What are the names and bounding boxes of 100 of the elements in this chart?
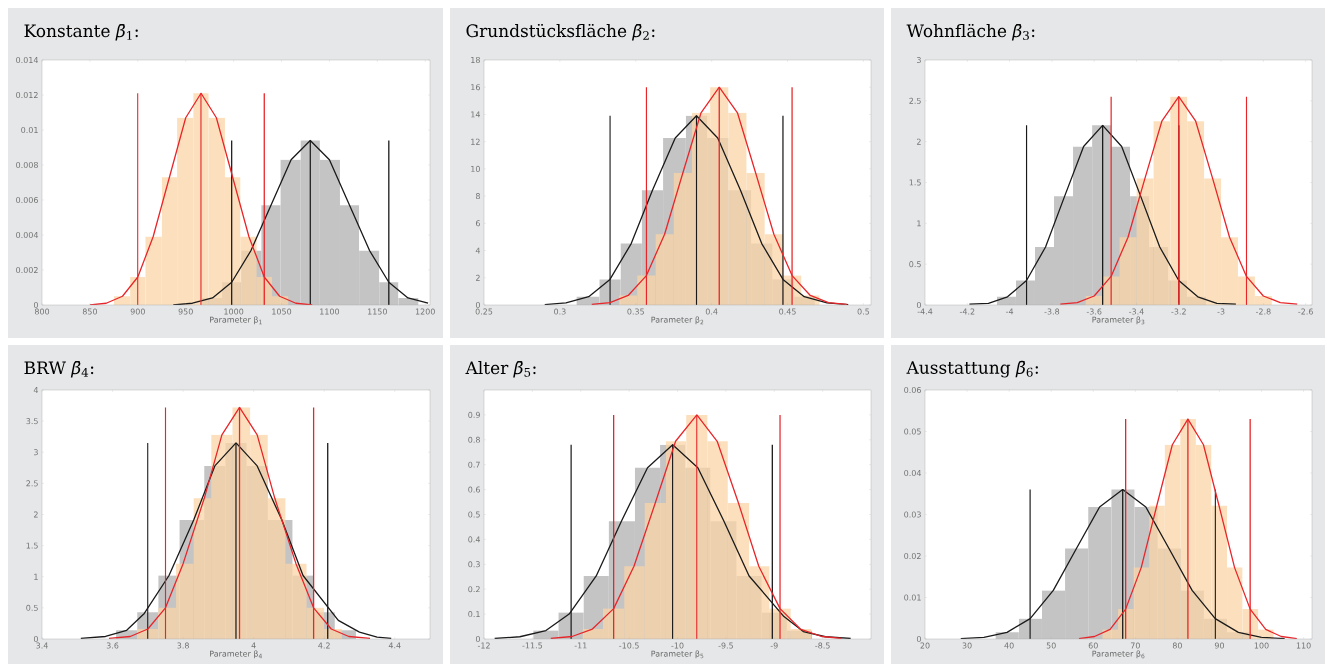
x-tick-label: 0.45 [779, 308, 796, 315]
x-tick-label: 900 [130, 308, 145, 315]
y-tick-label: 0.014 [16, 56, 39, 64]
y-tick-label: 0.03 [904, 511, 921, 518]
y-tick-label: 3.5 [26, 418, 38, 425]
x-axis-title: Parameter β$_{1}$ [210, 316, 262, 325]
x-tick-label: -2.6 [1298, 308, 1313, 315]
y-tick-label: 1 [34, 573, 38, 580]
x-tick-label: 40 [1004, 642, 1014, 649]
x-tick-label: -3.6 [1086, 308, 1102, 315]
chart-title: Alter β̄$_{5}$: [465, 360, 536, 378]
y-tick-label: 0.9 [468, 411, 480, 418]
y-tick-label: 0 [33, 635, 38, 643]
y-tick-label: 0.01 [904, 594, 921, 601]
y-tick-label: 0.04 [904, 469, 922, 477]
y-tick-label: 10 [471, 165, 480, 172]
x-tick-label: -2.8 [1255, 308, 1271, 315]
x-tick-label: 0.5 [857, 308, 870, 315]
y-tick-label: 4 [475, 247, 481, 254]
x-tick-label: 4.4 [388, 642, 401, 649]
y-tick-label: 12 [471, 138, 480, 145]
x-axis-title: Parameter β$_{2}$ [651, 316, 704, 325]
y-tick-label: 2 [33, 511, 38, 518]
x-tick-label: 3.6 [106, 642, 119, 649]
chart-title: Ausstattung β̄$_{6}$: [906, 360, 1038, 378]
y-tick-label: 0.002 [16, 266, 38, 274]
x-tick-label: -10.5 [619, 642, 639, 649]
y-tick-label: 0.05 [904, 428, 921, 435]
x-tick-label: 0.35 [627, 308, 644, 315]
y-tick-label: 0.5 [26, 604, 38, 611]
y-tick-label: 3 [34, 449, 38, 456]
x-tick-label: 1050 [272, 308, 292, 315]
y-tick-label: 1.5 [26, 542, 38, 549]
x-tick-label: 1200 [415, 308, 435, 315]
x-tick-label: 0.4 [705, 308, 718, 315]
x-tick-label: 80 [1172, 642, 1182, 649]
x-axis-title: Parameter β$_{5}$ [651, 650, 704, 659]
y-tick-label: 0 [475, 301, 480, 309]
y-tick-label: 0.006 [16, 196, 38, 204]
x-tick-label: -3.2 [1171, 308, 1186, 315]
x-tick-label: 3.4 [36, 642, 48, 649]
x-tick-label: -11.5 [522, 642, 543, 649]
x-axis-title: Parameter β$_{6}$ [1092, 650, 1145, 659]
x-tick-label: 110 [1296, 642, 1311, 649]
x-tick-label: -3.8 [1044, 308, 1060, 315]
x-tick-label: 100 [1254, 642, 1269, 649]
x-tick-label: -10 [671, 642, 684, 649]
y-tick-label: 0.008 [16, 161, 38, 169]
y-tick-label: 0 [475, 635, 480, 643]
x-tick-label: -8.5 [815, 642, 830, 649]
y-tick-label: 0.2 [468, 586, 480, 593]
x-tick-label: 1150 [368, 308, 387, 315]
chart-title: BRW β̄$_{4}$: [24, 360, 94, 378]
y-tick-label: 0.004 [16, 231, 39, 239]
y-tick-label: 0.7 [468, 461, 480, 468]
x-tick-label: 30 [962, 642, 972, 649]
y-tick-label: 0.1 [468, 611, 480, 618]
x-tick-label: -11 [574, 642, 587, 649]
y-tick-label: 0.06 [904, 386, 921, 394]
y-tick-label: 2.5 [26, 480, 38, 487]
x-axis-title: Parameter β$_{3}$ [1092, 316, 1145, 325]
x-tick-label: 0.25 [475, 308, 493, 315]
x-tick-label: 50 [1046, 642, 1056, 649]
x-tick-label: -9.5 [718, 642, 733, 649]
y-tick-label: 1.5 [909, 179, 921, 186]
x-tick-label: -4 [1006, 308, 1014, 315]
x-tick-label: -3.4 [1129, 308, 1144, 315]
chart-title: Grundstücksfläche β̄$_{2}$: [466, 23, 655, 41]
y-tick-label: 0.5 [468, 511, 480, 518]
y-tick-label: 2.5 [909, 97, 921, 104]
y-tick-label: 16 [471, 84, 480, 91]
x-tick-label: 1000 [224, 308, 244, 315]
y-tick-label: 18 [471, 56, 480, 64]
y-tick-label: 6 [475, 220, 480, 227]
y-tick-label: 0.6 [468, 486, 480, 493]
y-tick-label: 0.02 [904, 552, 921, 560]
y-tick-label: 4 [33, 387, 39, 393]
y-tick-label: 3 [917, 56, 921, 64]
y-tick-label: 0.3 [468, 561, 480, 568]
y-tick-label: 2 [475, 274, 480, 281]
y-tick-label: 0.012 [16, 91, 38, 99]
chart-title: Konstante β̄$_{1}$: [24, 23, 138, 41]
y-tick-label: 14 [471, 111, 481, 118]
y-tick-label: 0 [33, 301, 38, 309]
x-tick-label: 4 [251, 642, 256, 649]
y-tick-label: 1 [917, 220, 921, 227]
y-tick-label: 8 [475, 193, 480, 200]
x-tick-label: 3.8 [177, 642, 189, 649]
x-tick-label: -4.4 [917, 308, 933, 315]
x-axis-title: Parameter β$_{4}$ [210, 650, 262, 659]
x-tick-label: 20 [920, 642, 930, 649]
x-tick-label: 950 [178, 308, 193, 315]
x-tick-label: -12 [477, 642, 490, 649]
x-tick-label: 0.3 [554, 308, 566, 315]
x-tick-label: -3 [1217, 308, 1225, 315]
y-tick-label: 0.4 [468, 536, 481, 543]
y-tick-label: 2 [916, 138, 921, 145]
y-tick-label: 0 [916, 635, 921, 643]
x-tick-label: 70 [1130, 642, 1140, 649]
x-tick-label: 4.2 [318, 642, 330, 649]
